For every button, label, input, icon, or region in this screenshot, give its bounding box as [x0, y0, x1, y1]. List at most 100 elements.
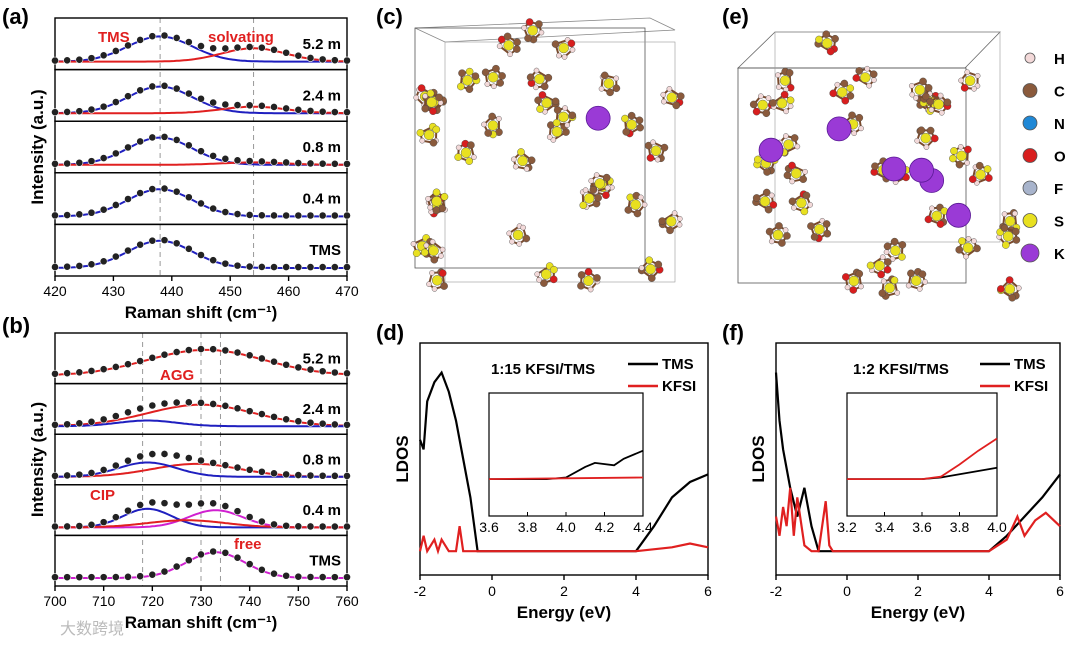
data-point — [161, 32, 168, 39]
element-label-h: H — [1054, 51, 1065, 68]
x-tick-label: 4 — [985, 583, 993, 599]
data-point — [343, 574, 350, 581]
atom — [858, 126, 863, 131]
atom — [583, 188, 588, 193]
data-point — [185, 142, 192, 149]
element-swatch-k — [1021, 244, 1039, 262]
atom — [655, 157, 660, 162]
atom — [963, 254, 968, 259]
annotation-free: free — [234, 536, 262, 553]
atom — [524, 35, 531, 42]
data-point — [124, 93, 131, 100]
atom — [491, 84, 496, 89]
element-swatch-o — [1023, 149, 1037, 163]
atom — [788, 104, 793, 109]
data-point — [234, 262, 241, 269]
atom — [971, 238, 976, 243]
data-point — [270, 263, 277, 270]
data-point — [343, 523, 350, 530]
atom — [787, 97, 794, 104]
data-point — [173, 501, 180, 508]
atom — [427, 90, 434, 97]
sulfur-atom — [583, 276, 593, 286]
atom — [856, 114, 863, 121]
x-axis-label: Raman shift (cm⁻¹) — [125, 303, 278, 322]
data-point — [319, 212, 326, 219]
atom — [811, 233, 818, 240]
data-point — [319, 420, 326, 427]
atom — [803, 192, 810, 199]
data-point — [283, 212, 290, 219]
atom — [492, 65, 499, 72]
sulfur-atom — [559, 43, 569, 53]
atom — [537, 105, 544, 112]
atom — [856, 67, 863, 74]
data-point — [331, 160, 338, 167]
data-point — [161, 237, 168, 244]
element-label-n: N — [1054, 116, 1065, 133]
data-point — [100, 366, 107, 373]
data-point — [137, 189, 144, 196]
atom — [835, 82, 840, 87]
concentration-label: 0.4 m — [303, 502, 341, 519]
atom — [775, 222, 782, 229]
atom — [906, 283, 911, 288]
data-point — [137, 405, 144, 412]
chart-title: 1:15 KFSI/TMS — [491, 361, 595, 378]
x-tick-label: 2 — [560, 583, 568, 599]
data-point — [197, 200, 204, 207]
sulfur-atom — [584, 193, 594, 203]
data-point — [51, 523, 58, 530]
data-point — [137, 36, 144, 43]
data-point — [173, 136, 180, 143]
data-point — [343, 472, 350, 479]
atom — [496, 116, 501, 121]
atom — [421, 249, 428, 256]
sulfur-atom — [424, 130, 434, 140]
atom — [614, 76, 619, 81]
data-point — [100, 466, 107, 473]
atom — [881, 279, 886, 284]
element-label-f: F — [1054, 181, 1063, 198]
element-swatch-h — [1025, 53, 1035, 63]
data-point — [270, 570, 277, 577]
data-point — [210, 346, 217, 353]
data-point — [283, 471, 290, 478]
atom — [553, 119, 560, 126]
data-point — [234, 464, 241, 471]
data-point — [283, 49, 290, 56]
atom — [481, 122, 486, 127]
data-point — [246, 211, 253, 218]
data-point — [64, 160, 71, 167]
atom — [871, 163, 878, 170]
x-tick-label: 460 — [277, 283, 301, 299]
element-label-c: C — [1054, 84, 1065, 101]
data-point — [51, 370, 58, 377]
data-point — [319, 108, 326, 115]
atom — [570, 47, 575, 52]
x-tick-label: 6 — [1056, 583, 1064, 599]
sulfur-atom — [921, 133, 931, 143]
data-point — [283, 105, 290, 112]
data-point — [270, 521, 277, 528]
atom — [831, 35, 838, 42]
data-point — [307, 573, 314, 580]
atom — [466, 68, 473, 75]
atom — [871, 77, 876, 82]
atom — [472, 73, 479, 80]
sulfur-atom — [534, 74, 544, 84]
atom — [965, 160, 970, 165]
atom — [924, 145, 929, 150]
data-point — [319, 574, 326, 581]
atom — [432, 286, 437, 291]
data-point — [124, 195, 131, 202]
element-label-k: K — [1054, 246, 1065, 263]
atom — [865, 66, 870, 71]
data-point — [88, 418, 95, 425]
sulfur-atom — [837, 87, 847, 97]
inset-x-tick-label: 4.0 — [987, 519, 1007, 535]
atom — [418, 85, 425, 92]
atom — [823, 31, 830, 38]
sulfur-atom — [784, 140, 794, 150]
